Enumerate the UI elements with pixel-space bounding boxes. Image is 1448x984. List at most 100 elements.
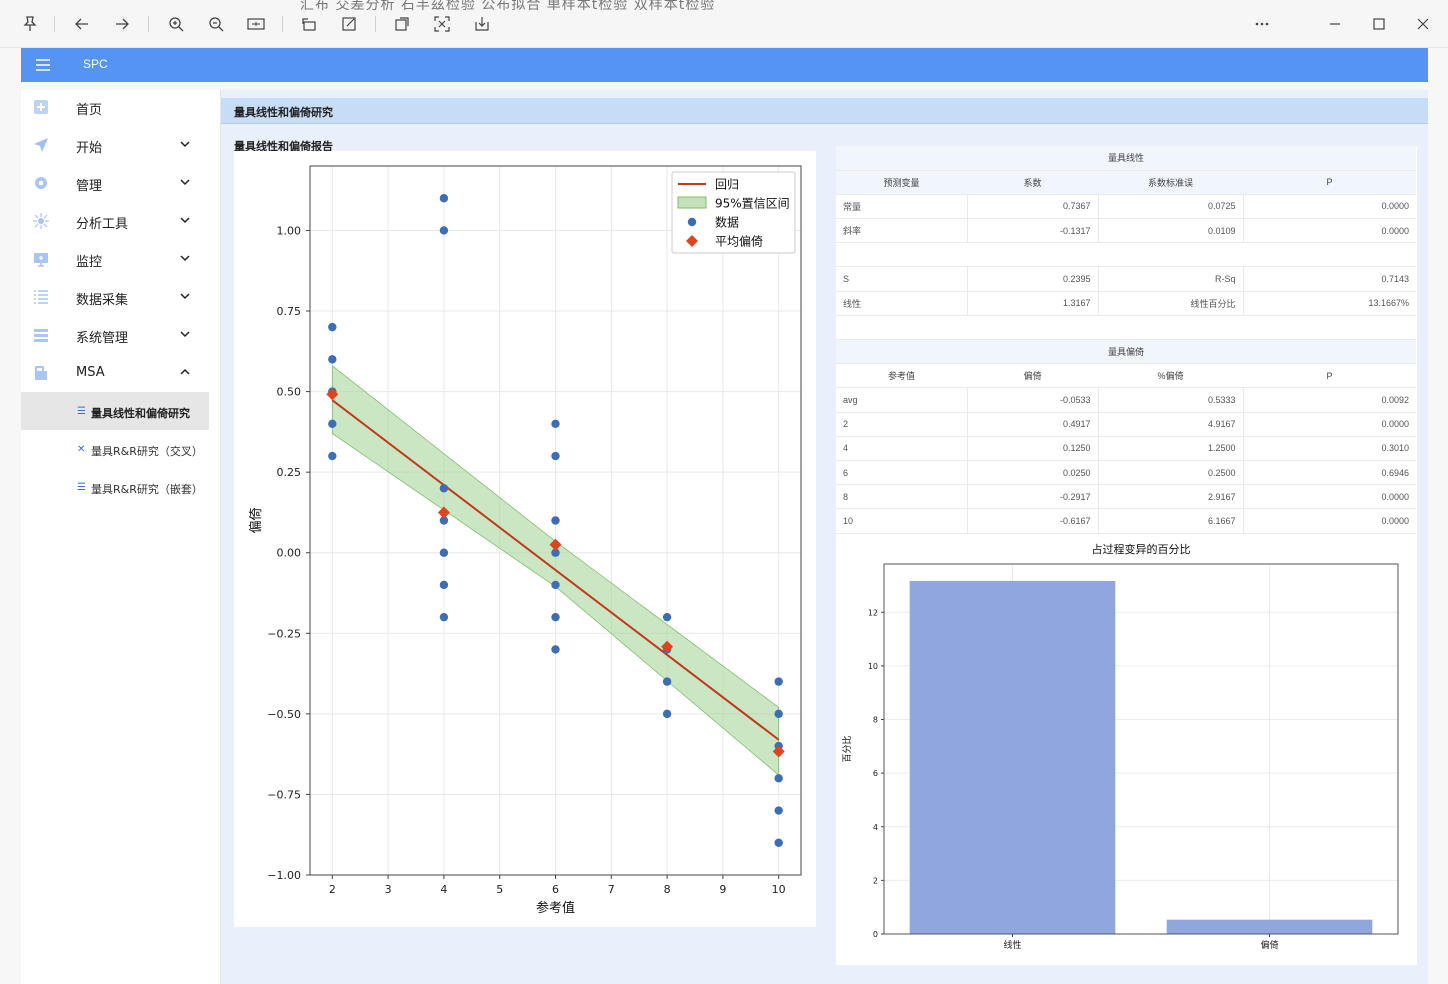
data-point — [439, 548, 449, 557]
table-cell: 0.3010 — [1243, 436, 1416, 461]
maximize-icon[interactable] — [1367, 12, 1391, 36]
table-cell: 6 — [836, 460, 968, 486]
mean-bias-point — [437, 506, 450, 519]
chevron-down-icon — [179, 214, 191, 230]
process-variation-bar-chart: 占过程变异的百分比 0 2 4 6 8 10 12 线性 偏倚 百分比 — [841, 542, 1399, 951]
linearity-table: 量具线性 预测变量 系数 系数标准误 P 常量 0.7367 0.0725 0.… — [836, 146, 1416, 534]
data-point — [551, 419, 560, 429]
y-tick-label: −0.50 — [267, 708, 301, 721]
sidebar-item-analysis-tools[interactable]: 分析工具 — [21, 202, 209, 240]
sidebar-item-system-management[interactable]: 系统管理 — [21, 316, 209, 354]
table-cell: 6.1667 — [1098, 508, 1244, 534]
translate-icon[interactable] — [390, 12, 414, 36]
table-cell: 4.9167 — [1098, 412, 1244, 437]
x-tick-label: 2 — [329, 883, 336, 896]
table-cell: 0.0250 — [967, 460, 1099, 486]
zoom-in-icon[interactable] — [164, 12, 188, 36]
x-tick-label: 10 — [772, 883, 786, 896]
data-point — [439, 484, 449, 493]
app-title: SPC — [83, 57, 108, 71]
data-point — [551, 516, 560, 525]
list-icon — [33, 289, 49, 305]
capture-text-icon[interactable] — [430, 12, 454, 36]
sidebar-item-monitor[interactable]: 监控 — [21, 240, 209, 278]
legend-swatch-data — [687, 217, 697, 227]
filter-icon: ☰ — [77, 482, 86, 493]
table-cell: 0.0000 — [1243, 412, 1416, 437]
sidebar-item-msa[interactable]: MSA — [21, 354, 209, 392]
x-tick-label: 偏倚 — [1260, 939, 1278, 951]
rotate-icon[interactable] — [297, 12, 321, 36]
sidebar-subitem-rr-crossed[interactable]: ✕ 量具R&R研究（交叉） — [21, 430, 209, 468]
x-tick-label: 6 — [552, 883, 559, 896]
storage-icon — [33, 327, 49, 343]
back-arrow-icon[interactable] — [70, 12, 94, 36]
x-tick-label: 9 — [719, 883, 726, 896]
data-point — [551, 645, 560, 654]
y-tick-label: 0.00 — [277, 547, 302, 560]
pin-icon[interactable] — [18, 12, 42, 36]
table-cell: 0.7143 — [1243, 266, 1416, 292]
table-cell: 0.0092 — [1243, 387, 1416, 413]
home-icon — [33, 99, 49, 115]
more-options-icon[interactable] — [1250, 12, 1274, 36]
main-content: 量具线性和偏倚研究 量具线性和偏倚报告 2 3 4 5 6 7 8 9 10 1.00 0.75 0.… — [221, 90, 1428, 984]
table-cell: 线性百分比 — [1098, 291, 1244, 316]
zoom-out-icon[interactable] — [204, 12, 228, 36]
hamburger-menu-icon[interactable] — [35, 57, 51, 76]
stats-panel: 量具线性 预测变量 系数 系数标准误 P 常量 0.7367 0.0725 0.… — [836, 146, 1417, 965]
column-header: 偏倚 — [967, 363, 1098, 389]
x-tick-label: 8 — [664, 883, 671, 896]
x-axis-label: 参考值 — [536, 900, 575, 916]
sidebar-item-label: 分析工具 — [76, 217, 129, 232]
regression-line — [331, 399, 780, 741]
sidebar-item-label: 管理 — [76, 179, 103, 194]
table-row: 6 0.0250 0.2500 0.6946 — [836, 460, 1416, 486]
table-cell: 4 — [836, 436, 968, 461]
sidebar-subitem-linearity-bias[interactable]: ☰ 量具线性和偏倚研究 — [21, 392, 209, 430]
table-row: 8 -0.2917 2.9167 0.0000 — [836, 484, 1416, 510]
table-row: 线性 1.3167 线性百分比 13.1667% — [836, 291, 1416, 316]
sidebar-item-data-collection[interactable]: 数据采集 — [21, 278, 209, 316]
table-row: 斜率 -0.1317 0.0109 0.0000 — [836, 218, 1416, 244]
data-point — [439, 580, 449, 590]
bar-linearity — [909, 580, 1116, 934]
sidebar-item-manage[interactable]: 管理 — [21, 164, 209, 202]
plot-frame — [883, 563, 1399, 935]
close-icon[interactable] — [1411, 12, 1435, 36]
linearity-bias-chart-panel: 2 3 4 5 6 7 8 9 10 1.00 0.75 0.50 0.25 0.00 −0.25 −0.50… — [234, 151, 816, 927]
chevron-down-icon — [179, 328, 191, 344]
y-tick-label: 8 — [873, 716, 878, 725]
gauge-icon — [33, 365, 49, 381]
data-point — [662, 709, 672, 719]
table-cell: 0.6946 — [1243, 460, 1416, 486]
forward-arrow-icon[interactable] — [110, 12, 134, 36]
y-tick-label: 1.00 — [277, 224, 302, 237]
edit-icon[interactable] — [337, 12, 361, 36]
table-cell: -0.1317 — [967, 218, 1099, 244]
app-bar: SPC — [21, 48, 1428, 82]
sidebar-item-label: 监控 — [76, 255, 103, 270]
data-point — [551, 580, 560, 590]
bar-bias — [1166, 919, 1373, 934]
legend-label: 平均偏倚 — [715, 234, 763, 249]
table-cell: 10 — [836, 508, 968, 534]
minimize-icon[interactable] — [1323, 12, 1347, 36]
process-variation-bar-chart-panel: 占过程变异的百分比 0 2 4 6 8 10 12 线性 偏倚 百分比 — [836, 541, 1417, 965]
sidebar-item-home[interactable]: 首页 — [21, 88, 209, 126]
fit-width-icon[interactable] — [244, 12, 268, 36]
report-title: 量具线性和偏倚报告 — [234, 140, 333, 153]
bias-table-title: 量具偏倚 — [836, 339, 1416, 365]
save-icon[interactable] — [470, 12, 494, 36]
table-cell: 0.0000 — [1243, 218, 1416, 244]
sidebar-item-start[interactable]: 开始 — [21, 126, 209, 164]
mean-bias-point — [661, 640, 674, 653]
monitor-icon — [33, 251, 49, 267]
y-tick-label: −0.25 — [267, 627, 301, 640]
data-point — [551, 612, 560, 622]
data-point — [662, 612, 672, 622]
data-point — [551, 451, 560, 461]
background-ghost-text: 汇布 交差分析 石丰兹检验 公布拟合 单样本t检验 双样本t检验 — [300, 0, 716, 13]
sidebar-subitem-rr-nested[interactable]: ☰ 量具R&R研究（嵌套） — [21, 468, 209, 506]
table-cell: 0.2395 — [967, 266, 1099, 292]
